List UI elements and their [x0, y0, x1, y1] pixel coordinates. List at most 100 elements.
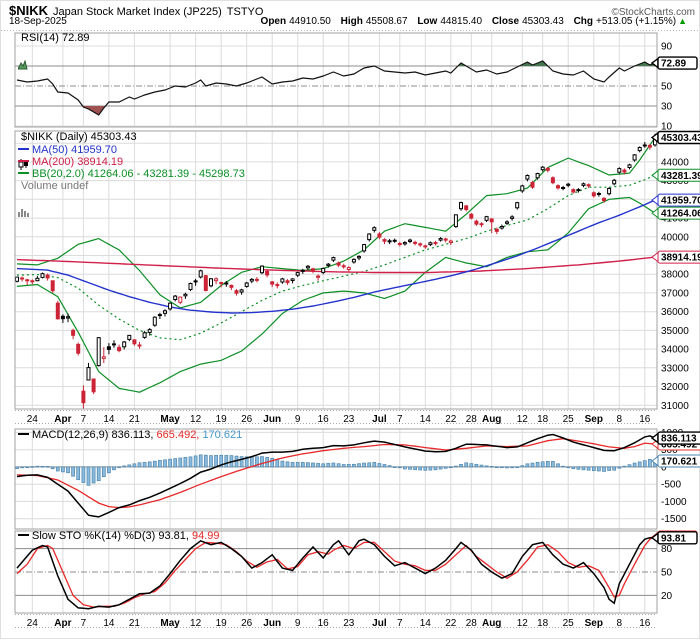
- svg-text:22: 22: [445, 618, 457, 629]
- close-label: Close: [491, 16, 520, 27]
- svg-text:20: 20: [661, 591, 673, 602]
- volume-legend-label: Volume undef: [21, 180, 89, 192]
- panel-borders: [14, 32, 658, 614]
- bb-legend-label: BB(20,2.0) 41264.06 - 43281.39 - 45298.7…: [32, 168, 245, 180]
- ma50-legend-label: MA(50) 41959.70: [32, 144, 117, 156]
- open-label: Open: [260, 16, 287, 27]
- svg-text:May: May: [160, 618, 180, 629]
- svg-text:21: 21: [129, 414, 141, 425]
- macd-swatch-icon: [18, 433, 29, 436]
- rsi-legend: RSI(14) 72.89: [18, 32, 90, 70]
- svg-text:38914.19: 38914.19: [661, 253, 700, 264]
- svg-text:14: 14: [103, 618, 115, 629]
- svg-text:12: 12: [190, 618, 202, 629]
- bb-legend: BB(20,2.0) 41264.06 - 43281.39 - 45298.7…: [18, 168, 245, 180]
- svg-text:500: 500: [661, 445, 678, 456]
- svg-text:Sep: Sep: [585, 414, 603, 425]
- svg-text:24: 24: [27, 618, 39, 629]
- chg-value: +513.05 (+1.15%): [596, 16, 677, 27]
- value-boxes: 72.89 43281.39 41959.70 41264.06 38914.19 453…: [650, 56, 700, 545]
- svg-text:-1000: -1000: [661, 497, 687, 508]
- macd-legend-red: 665.492,: [156, 429, 200, 441]
- svg-text:7: 7: [397, 618, 403, 629]
- horizontal-gridlines: [1, 30, 700, 596]
- svg-text:24: 24: [27, 414, 39, 425]
- svg-text:170.621: 170.621: [661, 457, 698, 468]
- svg-text:22: 22: [445, 414, 457, 425]
- svg-text:12: 12: [517, 618, 529, 629]
- svg-text:9: 9: [295, 414, 301, 425]
- svg-text:12: 12: [517, 414, 529, 425]
- macd-legend-blue: 170.621: [202, 429, 243, 441]
- high-value: 45508.67: [365, 16, 408, 27]
- svg-text:30: 30: [661, 102, 673, 113]
- open-value: 44910.50: [289, 16, 331, 27]
- svg-text:80: 80: [661, 544, 673, 555]
- svg-text:May: May: [160, 414, 180, 425]
- close-value: 45303.43: [522, 16, 564, 27]
- rsi-legend-label: RSI(14) 72.89: [21, 32, 90, 44]
- svg-text:41959.70: 41959.70: [661, 196, 700, 207]
- ma50-legend: MA(50) 41959.70: [18, 144, 117, 156]
- svg-text:72.89: 72.89: [661, 59, 686, 70]
- copyright-link[interactable]: ©StockCharts.com: [611, 7, 695, 18]
- exchange: TSTYO: [226, 6, 264, 18]
- svg-text:36000: 36000: [661, 307, 689, 318]
- high-label: High: [340, 16, 363, 27]
- svg-text:14: 14: [103, 414, 115, 425]
- macd-histogram: [15, 454, 657, 486]
- ma200-legend-label: MA(200) 38914.19: [32, 156, 124, 168]
- sto-legend-black: Slow STO %K(14) %D(3) 93.81,: [32, 530, 189, 542]
- svg-text:0: 0: [661, 462, 667, 473]
- svg-text:21: 21: [129, 618, 141, 629]
- svg-text:50: 50: [661, 82, 673, 93]
- index-title: Japan Stock Market Index (JP225): [53, 6, 222, 18]
- svg-text:Jul: Jul: [372, 414, 387, 425]
- svg-text:16: 16: [318, 618, 330, 629]
- svg-text:35000: 35000: [661, 326, 689, 337]
- svg-text:38000: 38000: [661, 270, 689, 281]
- svg-text:34000: 34000: [661, 345, 689, 356]
- ma50-swatch-icon: [18, 148, 29, 151]
- svg-text:28: 28: [466, 414, 478, 425]
- svg-text:836.113: 836.113: [661, 434, 697, 445]
- svg-text:Jun: Jun: [263, 618, 281, 629]
- price-legend: $NIKK (Daily) 45303.43: [18, 131, 137, 170]
- change-up-icon: ▲: [678, 16, 687, 26]
- svg-text:Aug: Aug: [482, 618, 501, 629]
- low-value: 44815.40: [440, 16, 483, 27]
- svg-text:93.81: 93.81: [661, 533, 686, 544]
- svg-text:32000: 32000: [661, 382, 689, 393]
- scale-labels: 9070503010440004300042000410004000039000…: [661, 42, 689, 602]
- svg-text:Apr: Apr: [54, 618, 71, 629]
- svg-text:-500: -500: [661, 480, 681, 491]
- chart-canvas: 24 Apr 7 14 21 May 12 19 26 Jun 9 16 23 Jul 7 14 22 28 Aug…: [1, 30, 700, 629]
- svg-text:18: 18: [537, 414, 549, 425]
- svg-text:14: 14: [420, 618, 432, 629]
- macd-legend-black: MACD(12,26,9) 836.113,: [32, 429, 154, 441]
- svg-text:665.492: 665.492: [661, 440, 698, 451]
- bb-swatch-icon: [18, 172, 29, 175]
- svg-text:8: 8: [617, 414, 623, 425]
- svg-text:Jun: Jun: [263, 414, 281, 425]
- svg-text:25: 25: [563, 618, 575, 629]
- svg-text:14: 14: [420, 414, 432, 425]
- macd-panel: [15, 433, 657, 518]
- svg-text:Sep: Sep: [585, 618, 603, 629]
- svg-text:16: 16: [318, 414, 330, 425]
- svg-text:45303.43: 45303.43: [661, 133, 700, 144]
- svg-text:Apr: Apr: [54, 414, 71, 425]
- sto-swatch-icon: [18, 534, 29, 537]
- chg-label: Chg: [573, 16, 594, 27]
- chart-header: $NIKK Japan Stock Market Index (JP225) T…: [1, 1, 700, 29]
- low-label: Low: [417, 16, 438, 27]
- svg-text:18: 18: [537, 618, 549, 629]
- candlesticks: [15, 133, 657, 410]
- date-axes: 24 Apr 7 14 21 May 12 19 26 Jun 9 16 23 Jul 7 14 22 28 Aug…: [15, 410, 657, 629]
- svg-text:8: 8: [617, 618, 623, 629]
- svg-text:33000: 33000: [661, 363, 689, 374]
- svg-text:43281.39: 43281.39: [661, 171, 700, 182]
- macd-legend: MACD(12,26,9) 836.113, 665.492, 170.621: [18, 429, 242, 441]
- svg-text:10: 10: [661, 122, 673, 133]
- svg-text:50: 50: [661, 568, 673, 579]
